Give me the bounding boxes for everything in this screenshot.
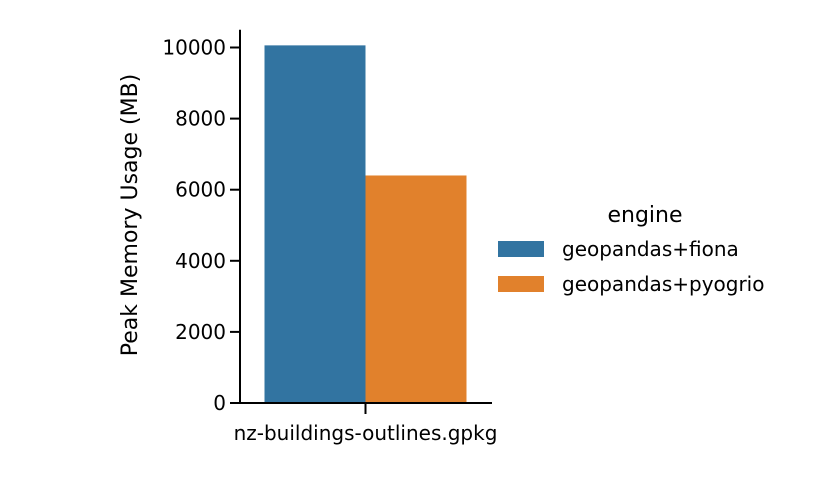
- y-tick-label: 6000: [175, 178, 226, 202]
- bar-geopandas-pyogrio: [365, 175, 467, 403]
- legend: engine geopandas+fiona geopandas+pyogrio: [498, 203, 764, 296]
- y-axis-ticks: 0 2000 4000 6000 8000 10000: [162, 36, 240, 415]
- legend-title: engine: [607, 203, 682, 228]
- x-axis-ticks: nz-buildings-outlines.gpkg: [234, 403, 498, 445]
- y-tick-label: 4000: [175, 249, 226, 273]
- bars: [264, 45, 467, 403]
- legend-swatch: [498, 276, 544, 292]
- legend-items: geopandas+fiona geopandas+pyogrio: [498, 237, 764, 296]
- y-axis-label: Peak Memory Usage (MB): [118, 74, 143, 356]
- x-tick-label: nz-buildings-outlines.gpkg: [234, 421, 498, 445]
- y-tick-label: 0: [213, 391, 226, 415]
- bar-geopandas-fiona: [264, 45, 366, 403]
- legend-label: geopandas+fiona: [562, 237, 739, 261]
- y-tick-label: 2000: [175, 320, 226, 344]
- y-tick-label: 8000: [175, 107, 226, 131]
- legend-label: geopandas+pyogrio: [562, 272, 764, 296]
- legend-swatch: [498, 241, 544, 257]
- y-tick-label: 10000: [162, 36, 226, 60]
